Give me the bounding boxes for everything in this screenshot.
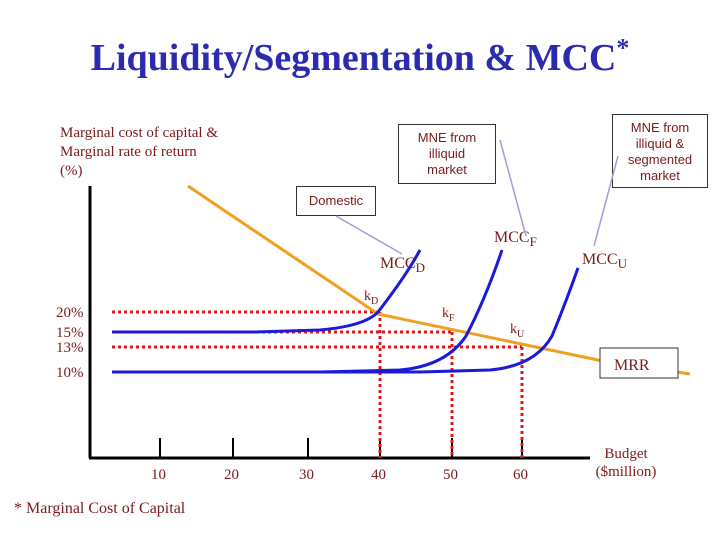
connector-domestic [335,215,403,255]
mrr-box-text: MRR [614,357,650,374]
connector-illiquid [499,139,527,237]
x-axis-label-line-2: ($million) [596,464,657,480]
mrr-box [599,347,679,379]
callout-illiquid-line-3: market [427,162,467,177]
mcc-d-curve [112,249,422,334]
mcc-f-curve [112,249,504,374]
y-axis-label-line-2: Marginal rate of return [60,144,197,160]
callout-illiquid: MNE from illiquid market [398,124,496,184]
x-tick-label-30: 30 [299,467,314,483]
y-tick-label-10: 10% [56,365,84,381]
y-axis-label-line-3: (%) [60,163,83,179]
connector-segmented [593,155,619,247]
y-tick-label-20: 20% [56,305,84,321]
mcc-d-label: MCCD [380,255,425,275]
mcc-f-label: MCCF [494,229,537,249]
y-tick-label-13: 13% [56,340,84,356]
x-tick-label-20: 20 [224,467,239,483]
slide-title: Liquidity/Segmentation & MCC* [0,33,720,80]
callout-illiquid-line-2: illiquid [428,146,466,161]
x-tick-label-40: 40 [371,467,386,483]
k-d-label: kD [364,289,378,307]
k-f-label: kF [442,306,455,324]
y-tick-label-15: 15% [56,325,84,341]
x-tick-label-60: 60 [513,467,528,483]
callout-domestic-text: Domestic [308,193,364,208]
footnote: * Marginal Cost of Capital [14,500,186,517]
mcc-u-curve [112,267,580,374]
k-u-label: kU [510,322,525,340]
x-tick-label-10: 10 [151,467,166,483]
x-axis-label-line-1: Budget [604,446,648,462]
title-text: Liquidity/Segmentation & MCC [90,37,617,79]
x-tick-label-50: 50 [443,467,458,483]
y-axis-label: Marginal cost of capital & Marginal rate… [60,124,280,181]
callout-segmented-line-1: MNE from [630,120,690,135]
callout-segmented-line-4: market [640,168,680,183]
title-asterisk: * [616,33,630,63]
callout-segmented: MNE from illiquid & segmented market [612,114,708,188]
callout-illiquid-line-1: MNE from [417,130,477,145]
y-axis-label-line-1: Marginal cost of capital & [60,125,219,141]
mcc-u-label: MCCU [582,251,628,271]
callout-domestic: Domestic [296,186,376,216]
callout-segmented-line-2: illiquid & [635,136,685,151]
callout-segmented-line-3: segmented [627,152,693,167]
